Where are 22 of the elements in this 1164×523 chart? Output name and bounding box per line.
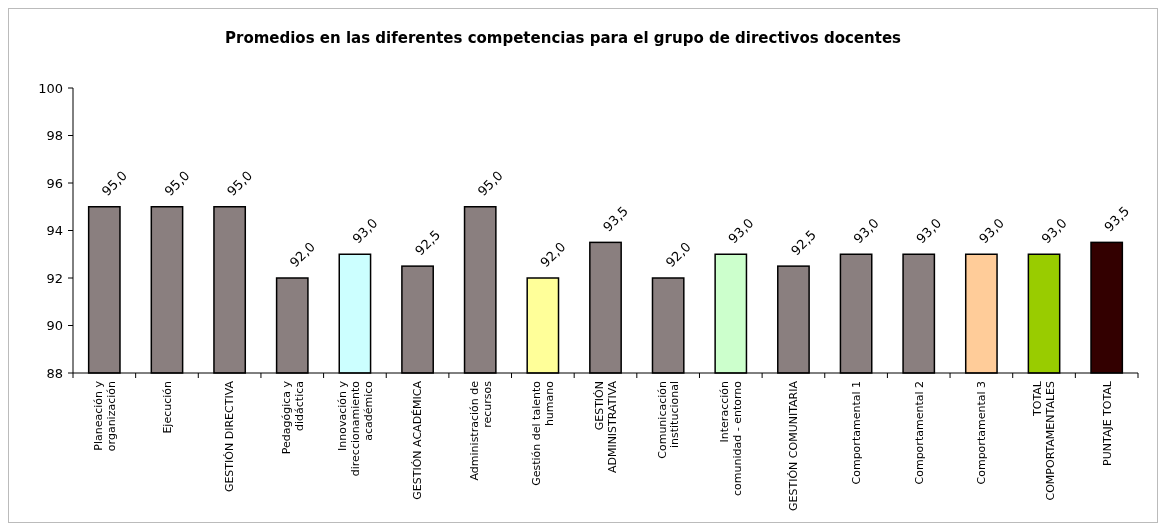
x-tick-label: PUNTAJE TOTAL: [1100, 380, 1114, 466]
x-tick-label: TOTAL COMPORTAMENTALES: [1031, 380, 1058, 501]
x-tick-label: Ejecución: [160, 380, 174, 434]
x-tick-label: Administración de recursos: [467, 380, 494, 481]
y-tick-label: 90: [46, 318, 63, 334]
y-tick-label: 94: [46, 223, 63, 239]
y-tick-label: 96: [46, 175, 63, 191]
chart-title: Promedios en las diferentes competencias para el grupo de directivos docentes: [224, 29, 902, 47]
x-tick-label: GESTIÓN COMUNITARIA: [787, 380, 801, 511]
x-tick-label: Gestión del talento humano: [530, 380, 557, 486]
x-tick-label: Comportamental 2: [912, 381, 926, 485]
x-tick-label: Comportamental 3: [975, 381, 989, 485]
x-tick-label: GESTIÓN ACADÉMICA: [411, 380, 425, 500]
y-tick-label: 100: [38, 80, 63, 96]
x-tick-label: Comunicación institucional: [655, 380, 682, 459]
x-tick-label: Pedagógica y didáctica: [279, 380, 306, 455]
y-tick-label: 92: [46, 270, 63, 286]
x-tick-label: Planeación y organización: [91, 380, 118, 452]
x-tick-label: Comportamental 1: [849, 381, 863, 485]
x-tick-label: GESTIÓN DIRECTIVA: [223, 380, 237, 493]
y-tick-label: 98: [46, 128, 63, 144]
y-tick-label: 88: [46, 365, 63, 381]
